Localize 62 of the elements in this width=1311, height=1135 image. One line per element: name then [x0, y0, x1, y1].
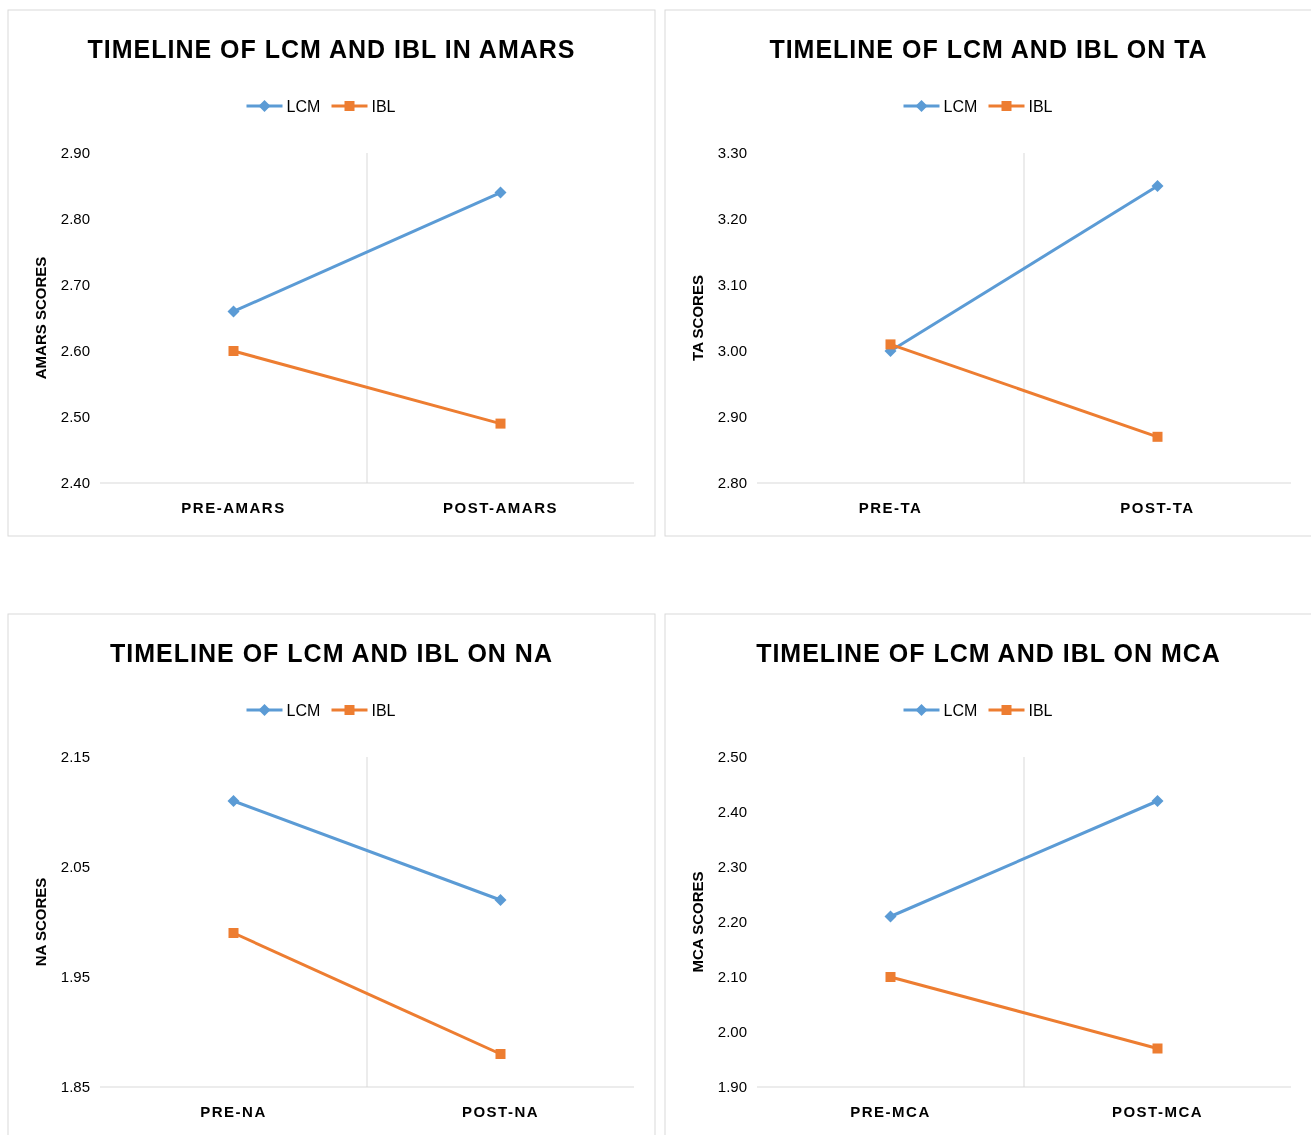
y-tick-label: 2.20	[717, 913, 747, 931]
legend-label: IBL	[1028, 701, 1053, 719]
y-tick-label: 3.00	[717, 342, 747, 360]
point	[227, 305, 240, 318]
legend-label: IBL	[1028, 97, 1053, 115]
point	[885, 972, 896, 982]
point	[1152, 431, 1163, 442]
x-tick-label: PRE-TA	[858, 499, 923, 516]
y-axis-title: NA SCORES	[32, 877, 49, 967]
point	[885, 339, 896, 350]
legend-label: LCM	[943, 701, 978, 719]
legend-label: LCM	[943, 97, 978, 115]
legend-label: LCM	[286, 701, 321, 719]
point	[495, 418, 506, 429]
x-tick-label: PRE-AMARS	[181, 499, 286, 516]
x-tick-label: POST-MCA	[1111, 1103, 1204, 1120]
y-tick-label: 2.40	[717, 803, 747, 821]
y-tick-label: 2.00	[717, 1023, 747, 1041]
x-tick-label: POST-TA	[1120, 499, 1195, 516]
y-tick-label: 1.85	[60, 1078, 90, 1096]
legend-label: LCM	[286, 97, 321, 115]
y-tick-label: 2.70	[60, 276, 90, 294]
y-tick-label: 1.95	[60, 968, 90, 986]
y-tick-label: 2.10	[717, 968, 747, 986]
y-tick-label: 1.90	[717, 1078, 747, 1096]
point	[1151, 795, 1164, 807]
point	[494, 186, 507, 199]
y-axis-title: MCA SCORES	[689, 871, 706, 973]
legend-label: IBL	[371, 97, 396, 115]
y-tick-label: 2.40	[60, 474, 90, 492]
x-tick-label: POST-AMARS	[442, 499, 559, 516]
y-axis-title: TA SCORES	[689, 275, 706, 361]
y-tick-label: 2.50	[717, 748, 747, 766]
chart-title: TIMELINE OF LCM AND IBL ON NA	[110, 639, 553, 667]
point	[494, 894, 507, 906]
y-tick-label: 2.90	[60, 144, 90, 162]
x-tick-label: PRE-NA	[200, 1103, 267, 1120]
y-tick-label: 2.80	[717, 474, 747, 492]
point	[228, 928, 239, 938]
y-tick-label: 2.30	[717, 858, 747, 876]
y-tick-label: 3.10	[717, 276, 747, 294]
point	[227, 795, 240, 807]
y-tick-label: 3.30	[717, 144, 747, 162]
y-tick-label: 2.05	[60, 858, 90, 876]
y-tick-label: 2.50	[60, 408, 90, 426]
y-tick-label: 2.15	[60, 748, 90, 766]
point	[1152, 1043, 1163, 1054]
x-tick-label: POST-NA	[461, 1103, 540, 1120]
y-tick-label: 2.80	[60, 210, 90, 228]
chart-title: TIMELINE OF LCM AND IBL IN AMARS	[87, 35, 576, 63]
x-tick-label: PRE-MCA	[850, 1103, 931, 1120]
y-tick-label: 2.90	[717, 408, 747, 426]
legend-label: IBL	[371, 701, 396, 719]
chart-title: TIMELINE OF LCM AND IBL ON MCA	[756, 639, 1221, 667]
y-tick-label: 3.20	[717, 210, 747, 228]
point	[495, 1049, 506, 1059]
y-tick-label: 2.60	[60, 342, 90, 360]
point	[884, 910, 897, 923]
y-axis-title: AMARS SCORES	[32, 256, 49, 380]
chart-title: TIMELINE OF LCM AND IBL ON TA	[769, 35, 1208, 63]
point	[228, 346, 239, 356]
point	[1151, 180, 1164, 192]
